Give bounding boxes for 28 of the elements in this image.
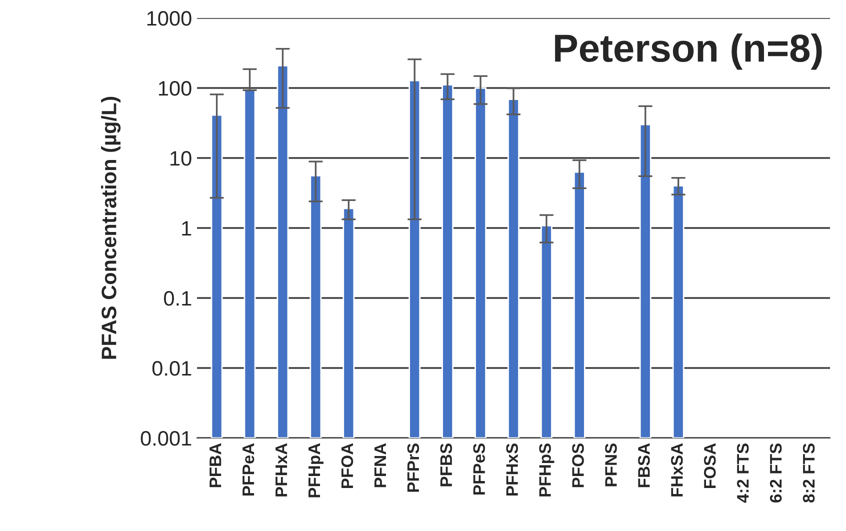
- x-tick-label: 6:2 FTS: [770, 444, 782, 502]
- x-tick-label: FBSA: [638, 443, 650, 488]
- x-tick-label: PFBS: [440, 444, 452, 486]
- y-tick-label: 0.001: [140, 431, 192, 446]
- x-tick-label: PFHxA: [276, 443, 288, 496]
- x-tick-label: PFHpA: [308, 443, 324, 498]
- x-tick-label: PFBA: [210, 443, 222, 488]
- x-tick-label: PFNA: [374, 443, 386, 488]
- x-tick-label: PFPrS: [407, 444, 420, 492]
- x-tick-label: FHxSA: [671, 443, 683, 496]
- x-tick-label: 8:2 FTS: [802, 444, 815, 503]
- x-tick-label: PFOA: [341, 443, 354, 488]
- y-tick-label: 10: [170, 151, 192, 166]
- x-tick-label: PFPeS: [473, 444, 486, 495]
- x-tick-label: 4:2 FTS: [736, 444, 749, 503]
- y-tick-label: 0.1: [164, 291, 192, 306]
- x-tick-label: FOSA: [704, 443, 716, 488]
- x-tick-label: PFPeA: [242, 443, 254, 496]
- y-tick-label: 100: [158, 81, 192, 96]
- y-tick-label: 1000: [147, 11, 192, 26]
- x-tick-label: PFOS: [572, 444, 584, 488]
- x-tick-label: PFNS: [605, 444, 617, 486]
- y-tick-label: 0.01: [152, 361, 192, 376]
- y-tick-label: 1: [182, 221, 192, 236]
- chart-title: Peterson (n=8): [555, 33, 822, 70]
- y-axis-title: PFAS Concentration (µg/L): [101, 96, 121, 359]
- x-tick-label: PFHpS: [539, 444, 554, 496]
- x-tick-label: PFHxS: [506, 444, 518, 496]
